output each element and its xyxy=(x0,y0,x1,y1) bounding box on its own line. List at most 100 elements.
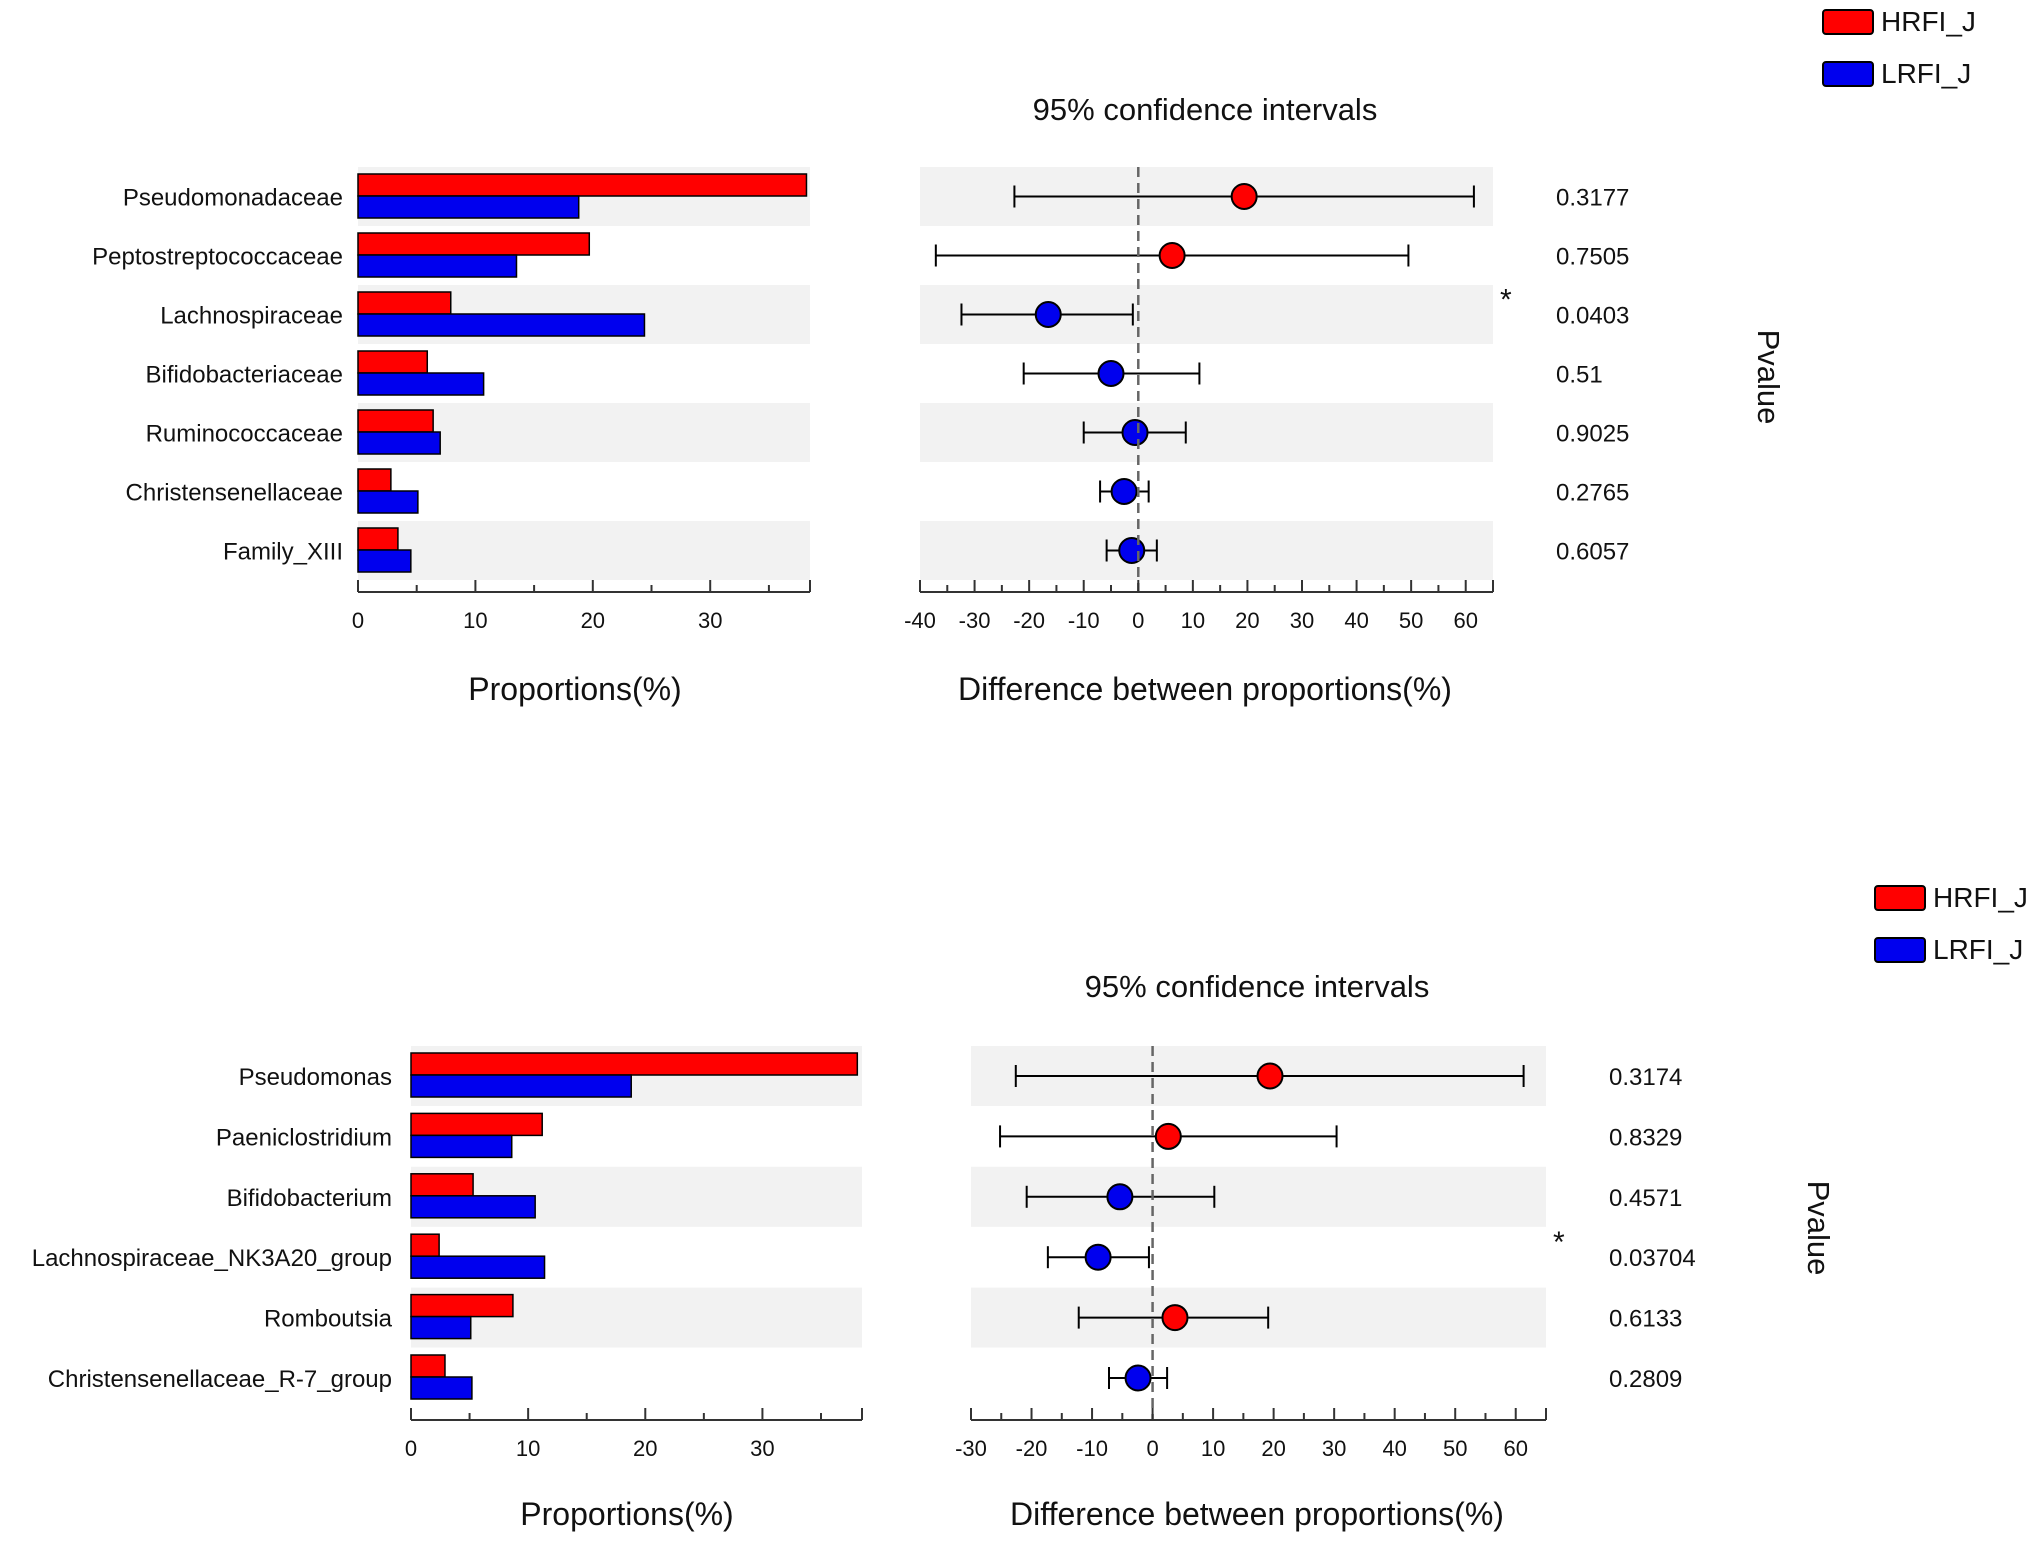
bar-hrfi xyxy=(410,1173,474,1197)
ci-estimate-point xyxy=(1097,360,1125,387)
category-label: Christensenellaceae xyxy=(126,480,343,507)
bar-hrfi xyxy=(410,1233,440,1257)
proportion-tick-label: 10 xyxy=(463,608,487,633)
difference-tick-label: 50 xyxy=(1443,1436,1467,1461)
ci-estimate-point xyxy=(1256,1062,1284,1090)
bar-hrfi xyxy=(410,1052,859,1076)
proportion-axis-title: Proportions(%) xyxy=(520,1496,733,1532)
difference-tick-label: 30 xyxy=(1322,1436,1346,1461)
category-label: Lachnospiraceae xyxy=(160,303,343,330)
family-level-panel: Pseudomonadaceae 0.3177 Peptostreptococcac… xyxy=(92,6,1976,707)
proportion-tick-label: 0 xyxy=(352,608,364,633)
pvalue-label: 0.2809 xyxy=(1609,1366,1682,1393)
difference-tick-label: 10 xyxy=(1201,1436,1225,1461)
pvalue-label: 0.6057 xyxy=(1556,539,1629,566)
bar-lrfi xyxy=(357,549,412,573)
proportion-tick-label: 30 xyxy=(750,1436,774,1461)
difference-tick-label: 60 xyxy=(1503,1436,1527,1461)
difference-axis-title: Difference between proportions(%) xyxy=(1010,1496,1504,1532)
legend-swatch xyxy=(1874,937,1926,963)
difference-tick-label: 60 xyxy=(1453,608,1477,633)
proportion-tick-label: 30 xyxy=(698,608,722,633)
bar-lrfi xyxy=(357,431,441,455)
category-label: Romboutsia xyxy=(264,1306,393,1333)
difference-tick-label: 0 xyxy=(1132,608,1144,633)
difference-tick-label: -10 xyxy=(1076,1436,1108,1461)
category-label: Ruminococcaceae xyxy=(146,421,343,448)
difference-tick-label: 20 xyxy=(1261,1436,1285,1461)
category-label: Lachnospiraceae_NK3A20_group xyxy=(32,1245,392,1272)
bar-lrfi xyxy=(410,1195,536,1219)
bar-lrfi xyxy=(410,1315,472,1340)
ci-estimate-point xyxy=(1110,478,1138,505)
category-label: Bifidobacterium xyxy=(227,1185,392,1212)
bar-hrfi xyxy=(357,409,434,433)
legend-label: HRFI_J xyxy=(1881,6,1976,37)
bar-lrfi xyxy=(410,1255,546,1279)
ci-estimate-point xyxy=(1118,537,1146,564)
pvalue-label: 0.3177 xyxy=(1556,185,1629,212)
bar-lrfi xyxy=(357,195,580,219)
legend-swatch xyxy=(1822,9,1874,35)
bar-hrfi xyxy=(410,1354,446,1378)
category-label: Pseudomonadaceae xyxy=(123,185,343,212)
category-label: Christensenellaceae_R-7_group xyxy=(48,1366,392,1393)
ci-estimate-point xyxy=(1084,1243,1112,1271)
pvalue-label: 0.4571 xyxy=(1609,1185,1682,1212)
ci-estimate-point xyxy=(1121,419,1149,446)
difference-tick-label: 50 xyxy=(1399,608,1423,633)
pvalue-label: 0.3174 xyxy=(1609,1064,1682,1091)
ci-estimate-point xyxy=(1106,1183,1134,1211)
ci-estimate-point xyxy=(1124,1364,1152,1392)
pvalue-label: 0.03704 xyxy=(1609,1245,1696,1272)
legend-label: LRFI_J xyxy=(1933,934,2023,965)
chart-title: 95% confidence intervals xyxy=(1033,92,1378,127)
pvalue-axis-title: Pvalue xyxy=(1801,1181,1836,1276)
pvalue-label: 0.8329 xyxy=(1609,1124,1682,1151)
ci-estimate-point xyxy=(1158,242,1186,269)
significance-marker: * xyxy=(1553,1226,1565,1259)
bar-lrfi xyxy=(410,1134,513,1159)
bar-hrfi xyxy=(357,527,399,551)
legend-swatch xyxy=(1874,885,1926,911)
bar-hrfi xyxy=(357,291,452,315)
difference-tick-label: -40 xyxy=(904,608,936,633)
difference-tick-label: 40 xyxy=(1382,1436,1406,1461)
proportion-tick-label: 0 xyxy=(405,1436,417,1461)
difference-tick-label: 40 xyxy=(1344,608,1368,633)
ci-estimate-point xyxy=(1161,1304,1189,1332)
category-label: Bifidobacteriaceae xyxy=(146,362,343,389)
bar-lrfi xyxy=(410,1376,473,1400)
difference-tick-label: 30 xyxy=(1290,608,1314,633)
pvalue-label: 0.9025 xyxy=(1556,421,1629,448)
genus-level-panel: Pseudomonas 0.3174 Paeniclostridium 0.8329 B… xyxy=(32,882,2028,1532)
difference-tick-label: -20 xyxy=(1016,1436,1048,1461)
category-label: Paeniclostridium xyxy=(216,1124,392,1151)
ci-estimate-point xyxy=(1154,1122,1182,1150)
bar-lrfi xyxy=(410,1074,632,1098)
category-label: Pseudomonas xyxy=(239,1064,392,1091)
bar-lrfi xyxy=(357,254,518,278)
chart-title: 95% confidence intervals xyxy=(1085,969,1430,1004)
difference-axis-title: Difference between proportions(%) xyxy=(958,671,1452,707)
bar-lrfi xyxy=(357,313,646,337)
difference-tick-label: -10 xyxy=(1068,608,1100,633)
difference-tick-label: -30 xyxy=(955,1436,987,1461)
legend-label: LRFI_J xyxy=(1881,58,1971,89)
proportion-tick-label: 20 xyxy=(581,608,605,633)
pvalue-label: 0.2765 xyxy=(1556,480,1629,507)
bar-hrfi xyxy=(357,350,429,374)
proportion-tick-label: 20 xyxy=(633,1436,657,1461)
bar-hrfi xyxy=(357,232,591,256)
difference-tick-label: 10 xyxy=(1181,608,1205,633)
bar-hrfi xyxy=(357,173,808,197)
bar-lrfi xyxy=(357,490,419,514)
pvalue-label: 0.6133 xyxy=(1609,1306,1682,1333)
ci-row-band xyxy=(920,403,1493,462)
pvalue-label: 0.0403 xyxy=(1556,303,1629,330)
legend-label: HRFI_J xyxy=(1933,882,2028,913)
significance-marker: * xyxy=(1500,284,1512,317)
pvalue-label: 0.51 xyxy=(1556,362,1603,389)
difference-tick-label: 20 xyxy=(1235,608,1259,633)
